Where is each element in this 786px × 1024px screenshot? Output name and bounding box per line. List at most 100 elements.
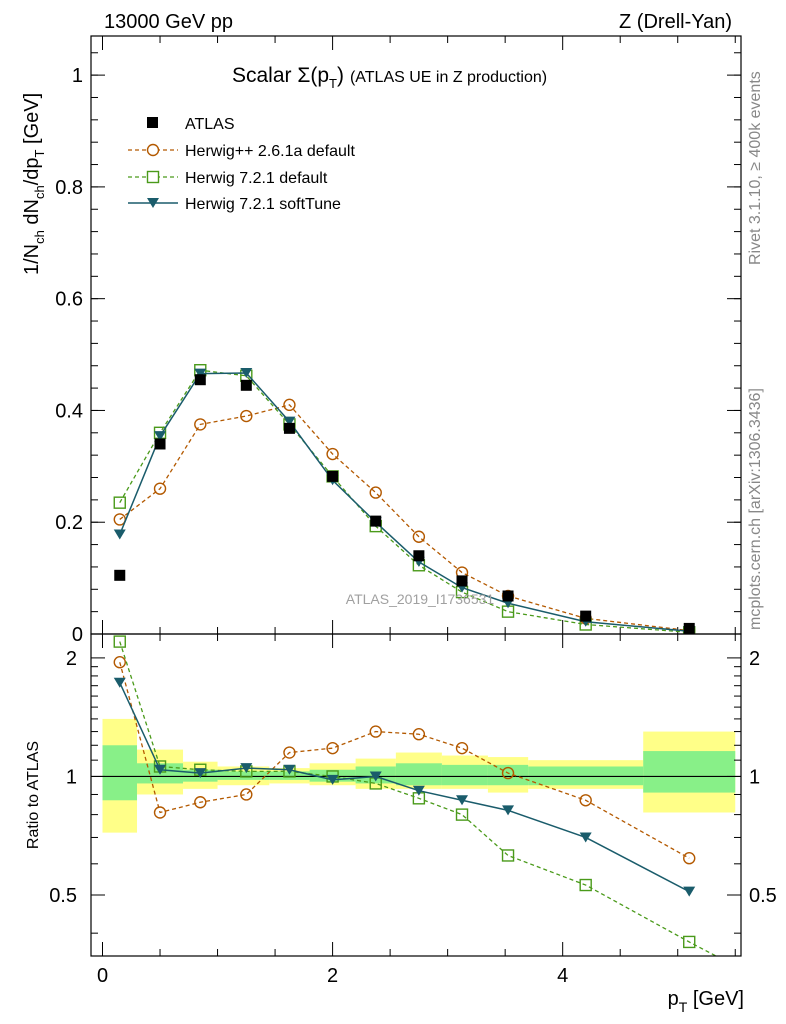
main-point-atlas [327, 470, 339, 482]
ratio-point-softtune [113, 677, 126, 688]
main-point-atlas [683, 622, 695, 634]
analysis-watermark: ATLAS_2019_I1736531 [346, 591, 495, 607]
main-ytick-label: 0.8 [55, 177, 83, 199]
header-energy: 13000 GeV pp [104, 11, 233, 33]
main-point-atlas [154, 438, 166, 450]
main-ytick-label: 0 [72, 624, 83, 646]
main-ytick-label: 1 [72, 65, 83, 87]
ratio-point-herwig721 [579, 878, 592, 892]
main-ytick-label: 0.4 [55, 400, 83, 422]
ratio-ytick-label: 0.5 [49, 885, 77, 907]
main-point-herwigpp [283, 398, 296, 412]
main-y-ticks: 0 0.2 0.4 0.6 0.8 1 [55, 36, 741, 646]
ratio-point-herwigpp [194, 796, 207, 809]
header-process: Z (Drell-Yan) [619, 11, 732, 33]
legend-label-herwigpp: Herwig++ 2.6.1a default [185, 143, 355, 160]
main-point-softtune [154, 431, 167, 442]
ratio-band-green [269, 771, 310, 780]
ratio-series [113, 635, 718, 956]
main-point-atlas [413, 550, 425, 562]
main-point-herwigpp [412, 530, 426, 543]
main-point-softtune [283, 416, 296, 427]
ratio-point-herwig721 [455, 808, 469, 821]
main-point-herwig721 [113, 496, 126, 509]
ratio-ticks: 0.5 0.5 1 1 2 2 0 2 4 [49, 634, 777, 987]
ratio-point-herwigpp [283, 746, 296, 759]
main-point-atlas [456, 575, 468, 587]
ratio-point-softtune [154, 764, 167, 775]
ratio-point-herwig721 [683, 935, 696, 949]
ratio-line-herwigpp [119, 662, 690, 859]
main-ytick-label: 0.2 [55, 512, 83, 534]
ratio-point-softtune [283, 764, 296, 775]
ratio-line-herwig721 [119, 641, 718, 956]
legend-marker-atlas [147, 117, 158, 128]
ratio-ytick-label: 1 [66, 766, 77, 788]
ratio-panel: 0.5 0.5 1 1 2 2 0 2 4 Ratio to ATLAS pT [GeV] [25, 633, 777, 1015]
main-point-herwigpp [194, 418, 207, 431]
ratio-band-green [102, 745, 138, 801]
ratio-band-green [441, 764, 488, 786]
legend: ATLAS Herwig++ 2.6.1a default Herwig 7.2… [128, 116, 355, 213]
main-point-atlas [114, 569, 126, 581]
ratio-ytick-label-right: 1 [749, 766, 760, 788]
ratio-point-herwig721 [501, 849, 515, 862]
ratio-point-herwig721 [113, 635, 126, 648]
ratio-xtick-label: 0 [97, 965, 108, 987]
main-point-herwigpp [326, 447, 339, 461]
xlabel: pT [GeV] [668, 988, 744, 1015]
main-ylabel: 1/Nch dNch/dpT [GeV] [21, 93, 47, 275]
ratio-point-herwigpp [455, 741, 469, 755]
ratio-point-softtune [194, 768, 207, 779]
ratio-point-softtune [579, 832, 592, 843]
ratio-point-herwigpp [369, 725, 382, 738]
main-ytick-label: 0.6 [55, 289, 83, 311]
main-series [113, 364, 696, 634]
main-point-softtune [113, 529, 126, 540]
ratio-band-green [217, 771, 270, 780]
ratio-band-green [395, 763, 442, 786]
legend-marker-herwigpp [146, 143, 160, 157]
ratio-point-softtune [369, 771, 382, 782]
ratio-point-herwigpp [113, 656, 126, 669]
main-point-herwigpp [153, 482, 167, 495]
main-point-atlas [194, 374, 206, 386]
main-point-herwigpp [240, 409, 253, 423]
legend-label-herwig721: Herwig 7.2.1 default [185, 170, 328, 187]
main-point-herwigpp [369, 486, 382, 499]
main-point-atlas [580, 610, 592, 622]
ratio-ylabel: Ratio to ATLAS [25, 741, 42, 849]
ratio-xtick-label: 4 [557, 965, 568, 987]
ratio-ytick-label-right: 2 [749, 648, 760, 670]
ratio-ytick-label: 2 [66, 648, 77, 670]
ratio-frame [90, 633, 742, 957]
main-panel: 0 0.2 0.4 0.6 0.8 1 ATLAS_2019_I1736531 Scala… [21, 35, 742, 646]
ratio-point-softtune [326, 774, 339, 785]
main-line-herwigpp [119, 404, 690, 632]
ratio-point-softtune [240, 763, 253, 774]
ratio-point-herwigpp [240, 788, 253, 801]
ratio-point-softtune [456, 795, 469, 806]
legend-marker-softtune [147, 198, 159, 208]
legend-label-softtune: Herwig 7.2.1 softTune [185, 196, 341, 213]
ratio-point-herwigpp [153, 806, 167, 819]
main-point-atlas [370, 515, 382, 527]
ratio-point-herwigpp [579, 794, 592, 807]
main-point-softtune [240, 368, 253, 379]
ratio-point-herwigpp [683, 852, 696, 865]
legend-label-atlas: ATLAS [185, 116, 235, 133]
ratio-xtick-label: 2 [327, 965, 338, 987]
plot-title: Scalar Σ(pT) (ATLAS UE in Z production) [232, 64, 547, 91]
main-point-atlas [283, 422, 295, 434]
legend-marker-herwig721 [146, 170, 160, 184]
ratio-band-green [643, 751, 736, 793]
legend-entry-herwigpp: Herwig++ 2.6.1a default [128, 143, 355, 160]
legend-entry-atlas: ATLAS [147, 116, 235, 133]
mcplots-label: mcplots.cern.ch [arXiv:1306.3436] [747, 388, 764, 630]
ratio-point-herwigpp [326, 741, 339, 755]
ratio-point-softtune [683, 886, 696, 897]
main-point-atlas [240, 379, 252, 391]
ratio-point-softtune [412, 785, 425, 796]
main-line-softtune [119, 372, 690, 632]
ratio-point-herwigpp [501, 766, 515, 780]
